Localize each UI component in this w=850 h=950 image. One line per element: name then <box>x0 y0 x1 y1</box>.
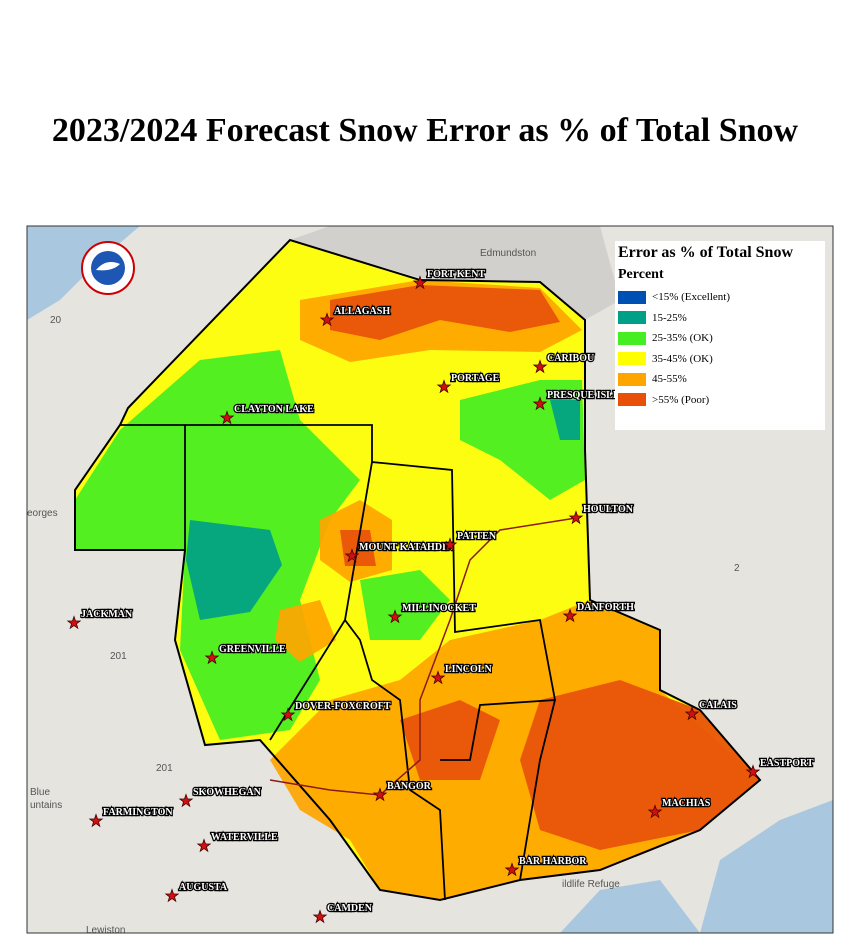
city-marker <box>568 510 584 525</box>
basemap-label: untains <box>30 800 62 811</box>
city-marker <box>319 312 335 327</box>
city-marker <box>532 359 548 374</box>
city-label: LINCOLN <box>445 664 492 675</box>
legend-item: <15% (Excellent) <box>618 287 822 308</box>
city-marker <box>412 275 428 290</box>
city-marker <box>88 813 104 828</box>
legend-item: 15-25% <box>618 308 822 329</box>
map-border <box>26 225 834 934</box>
nws-logo <box>81 241 135 295</box>
city-marker <box>684 706 700 721</box>
city-marker <box>745 764 761 779</box>
basemap-label: eorges <box>27 508 58 519</box>
error-area <box>520 680 760 850</box>
highway <box>269 517 577 796</box>
city-label: SKOWHEGAN <box>193 787 262 798</box>
city-marker <box>442 537 458 552</box>
city-marker <box>372 787 388 802</box>
city-marker <box>430 670 446 685</box>
city-label: CLAYTON LAKE <box>234 404 314 415</box>
legend-label: 15-25% <box>652 311 687 324</box>
legend-item: 45-55% <box>618 369 822 390</box>
basemap-label: 20 <box>50 315 62 326</box>
error-area <box>330 285 560 340</box>
basemap-label: 201 <box>156 763 173 774</box>
title: 2023/2024 Forecast Snow Error as % of To… <box>51 112 799 149</box>
city-marker <box>204 650 220 665</box>
legend-title: Error as % of Total Snow <box>618 244 793 261</box>
city-marker <box>164 888 180 903</box>
city-label: FARMINGTON <box>103 807 173 818</box>
legend-swatch <box>618 331 646 345</box>
basemap-label: ildlife Refuge <box>562 879 620 890</box>
city-marker <box>344 548 360 563</box>
city-marker <box>562 608 578 623</box>
city-marker <box>219 410 235 425</box>
city-label: MILLINOCKET <box>402 603 476 614</box>
city-label: PRESQUE ISLE <box>547 390 620 401</box>
city-marker <box>387 609 403 624</box>
error-area <box>550 400 580 440</box>
city-label: CARIBOU <box>547 353 594 364</box>
legend-swatch <box>618 372 646 386</box>
city-label: PORTAGE <box>451 373 500 384</box>
city-label: CALAIS <box>699 700 737 711</box>
error-area <box>400 700 500 780</box>
city-label: MACHIAS <box>662 798 711 809</box>
legend-swatch <box>618 311 646 325</box>
legend-swatch <box>618 290 646 304</box>
city-label: DANFORTH <box>577 602 634 613</box>
legend-label: 35-45% (OK) <box>652 352 713 365</box>
basemap-label: Blue <box>30 787 50 798</box>
legend-item: >55% (Poor) <box>618 390 822 411</box>
canada <box>290 226 620 320</box>
legend-label: <15% (Excellent) <box>652 291 730 304</box>
city-marker <box>66 615 82 630</box>
legend-label: 25-35% (OK) <box>652 332 713 345</box>
city-marker <box>178 793 194 808</box>
legend-item: 35-45% (OK) <box>618 349 822 370</box>
city-marker <box>647 804 663 819</box>
city-label: FORT KENT <box>427 269 485 280</box>
city-label: WATERVILLE <box>211 832 278 843</box>
city-label: PATTEN <box>457 531 497 542</box>
legend: Error as % of Total Snow Percent <15% (E… <box>615 241 825 430</box>
city-marker <box>436 379 452 394</box>
city-label: HOULTON <box>583 504 634 515</box>
legend-swatch <box>618 393 646 407</box>
basemap-label: 201 <box>110 651 127 662</box>
legend-item: 25-35% (OK) <box>618 328 822 349</box>
city-label: AUGUSTA <box>179 882 228 893</box>
city-label: CAMDEN <box>327 903 373 914</box>
basemap-label: Lewiston <box>86 925 125 936</box>
city-label: BAR HARBOR <box>519 856 587 867</box>
city-label: BANGOR <box>387 781 432 792</box>
error-area <box>360 570 450 640</box>
city-marker <box>312 909 328 924</box>
city-marker <box>504 862 520 877</box>
basemap-label: 2 <box>734 563 740 574</box>
legend-swatch <box>618 352 646 366</box>
city-marker <box>196 838 212 853</box>
city-label: EASTPORT <box>760 758 814 769</box>
legend-label: >55% (Poor) <box>652 393 710 406</box>
legend-subtitle: Percent <box>618 267 664 282</box>
city-label: MOUNT KATAHDIN <box>359 542 454 553</box>
city-marker <box>532 396 548 411</box>
city-marker <box>280 707 296 722</box>
county-lines <box>120 424 557 901</box>
error-area <box>275 600 336 662</box>
legend-label: 45-55% <box>652 373 687 386</box>
city-label: DOVER-FOXCROFT <box>295 701 391 712</box>
water <box>560 800 833 933</box>
city-label: GREENVILLE <box>219 644 286 655</box>
basemap-label: Edmundston <box>480 248 536 259</box>
city-label: JACKMAN <box>81 609 133 620</box>
city-label: ALLAGASH <box>334 306 390 317</box>
error-area <box>186 520 282 620</box>
